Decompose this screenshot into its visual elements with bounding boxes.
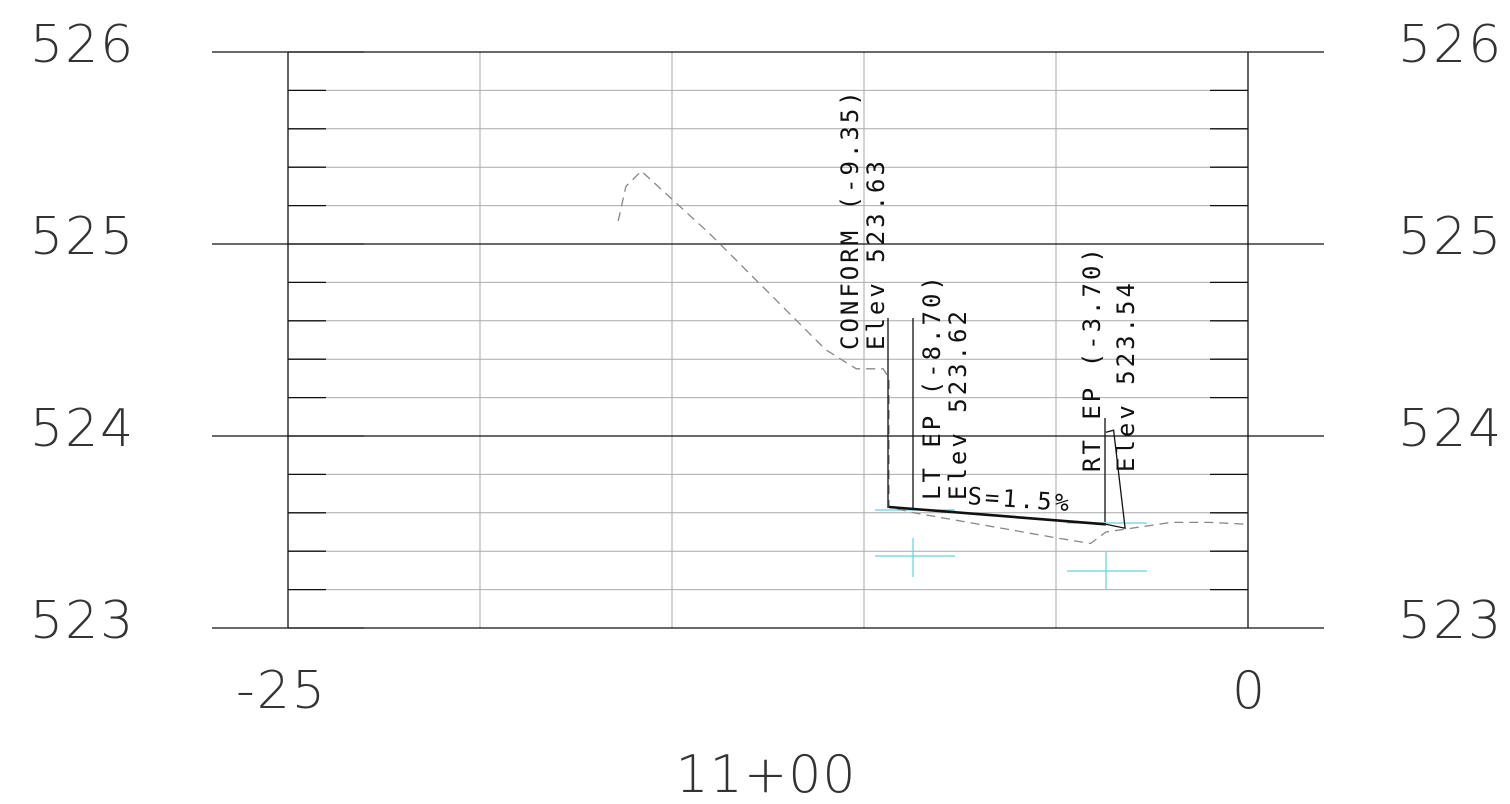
elev-label-left-524: 524 [30, 399, 135, 459]
station-label: 11+00 [676, 745, 857, 804]
plot-frame [287, 51, 1249, 629]
conform-callout-line2: Elev 523.63 [862, 158, 890, 350]
lt-ep-callout-line2: Elev 523.62 [944, 308, 972, 500]
survey-markers [875, 509, 1147, 590]
conform-callout-line1: CONFORM (-9.35) [836, 88, 864, 350]
offset-label-left: -25 [236, 661, 327, 721]
rt-ep-callout-line2: Elev 523.54 [1112, 280, 1140, 472]
slope-label: S=1.5% [967, 482, 1073, 517]
elev-label-right-526: 526 [1398, 15, 1503, 75]
design-pavement-line [888, 505, 1107, 526]
major-grid [212, 51, 1324, 629]
curb-outline [1105, 429, 1126, 530]
profile-series [617, 170, 1249, 545]
offset-label-right: 0 [1232, 661, 1267, 721]
elev-label-left-526: 526 [30, 15, 135, 75]
elev-label-right-524: 524 [1398, 399, 1503, 459]
elev-label-left-523: 523 [30, 591, 135, 651]
minor-grid [288, 52, 1248, 628]
elev-label-left-525: 525 [30, 207, 135, 267]
lt-ep-callout-line1: LT EP (-8.70) [918, 273, 946, 500]
elev-label-right-525: 525 [1398, 207, 1503, 267]
elev-label-right-523: 523 [1398, 591, 1503, 651]
rt-ep-callout-line1: RT EP (-3.70) [1078, 245, 1106, 472]
